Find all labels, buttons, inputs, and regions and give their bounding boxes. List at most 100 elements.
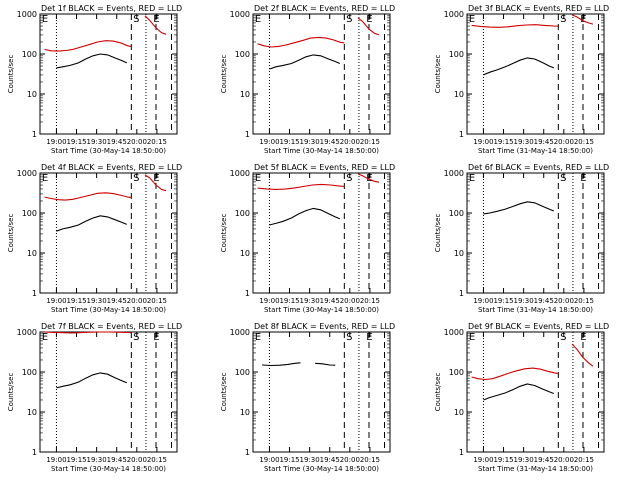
x-tick-label: 19:00 — [259, 297, 279, 305]
y-tick-label: 100 — [22, 368, 37, 377]
x-tick-label: 20:00 — [340, 138, 360, 146]
event-marker-e: E — [366, 332, 372, 343]
event-marker-s: S — [133, 332, 139, 343]
chart-title: Det 9f BLACK = Events, RED = LLD — [468, 322, 609, 331]
y-tick-label: 100 — [22, 209, 37, 218]
chart-title: Det 4f BLACK = Events, RED = LLD — [41, 163, 182, 172]
chart-title: Det 6f BLACK = Events, RED = LLD — [468, 163, 609, 172]
event-marker-e: E — [469, 14, 475, 25]
x-tick-label: 20:15 — [147, 456, 167, 464]
series-line — [144, 15, 167, 35]
x-tick-label: 19:00 — [46, 297, 66, 305]
x-tick-label: 19:45 — [320, 138, 340, 146]
x-tick-label: 20:15 — [574, 138, 594, 146]
event-marker-e: E — [42, 173, 48, 184]
series-line — [571, 14, 594, 25]
x-tick-label: 19:00 — [46, 138, 66, 146]
x-tick-label: 20:15 — [360, 297, 380, 305]
y-tick-label: 1000 — [230, 328, 250, 337]
series-line — [483, 383, 554, 401]
chart-title: Det 5f BLACK = Events, RED = LLD — [254, 163, 395, 172]
series-line — [257, 36, 345, 48]
x-tick-label: 19:45 — [320, 456, 340, 464]
x-tick-label: 19:45 — [534, 456, 554, 464]
x-axis-label: Start Time (30-May-14 18:50:00) — [51, 147, 166, 155]
x-tick-label: 19:30 — [87, 456, 107, 464]
event-marker-e: E — [469, 173, 475, 184]
x-axis-label: Start Time (31-May-14 18:50:00) — [478, 465, 593, 473]
plot-frame — [252, 172, 391, 294]
event-marker-e: E — [366, 173, 372, 184]
y-tick-label: 10 — [454, 90, 464, 99]
x-tick-label: 19:00 — [473, 138, 493, 146]
series-line — [44, 40, 132, 52]
y-tick-label: 1 — [32, 130, 37, 139]
series-line — [44, 192, 132, 201]
x-tick-label: 19:00 — [473, 297, 493, 305]
y-tick-label: 1 — [32, 289, 37, 298]
y-tick-label: 1 — [32, 448, 37, 457]
x-tick-label: 20:00 — [554, 456, 574, 464]
event-marker-e: E — [153, 14, 159, 25]
y-axis-label: Counts/sec — [434, 214, 442, 253]
y-tick-label: 10 — [27, 249, 37, 258]
y-tick-label: 1000 — [444, 169, 464, 178]
series-line — [357, 17, 380, 36]
x-tick-label: 19:00 — [259, 456, 279, 464]
x-tick-label: 20:00 — [127, 138, 147, 146]
series-line — [471, 367, 559, 381]
x-tick-label: 19:30 — [87, 297, 107, 305]
event-marker-s: S — [346, 173, 352, 184]
y-tick-label: 1000 — [444, 328, 464, 337]
event-marker-s: S — [346, 14, 352, 25]
series-line — [269, 207, 341, 226]
chart-panel-6: Det 6f BLACK = Events, RED = LLD 1 10 100 10… — [434, 163, 609, 314]
y-tick-label: 100 — [449, 209, 464, 218]
series-line — [571, 343, 594, 367]
x-tick-label: 19:45 — [534, 297, 554, 305]
chart-title: Det 8f BLACK = Events, RED = LLD — [254, 322, 395, 331]
event-marker-e: E — [255, 332, 261, 343]
y-axis-label: Counts/sec — [7, 373, 15, 412]
chart-panel-1: Det 1f BLACK = Events, RED = LLD 1 10 100 10… — [7, 4, 182, 155]
chart-panel-7: Det 7f BLACK = Events, RED = LLD 1 10 100 10… — [7, 322, 182, 473]
y-tick-label: 1000 — [17, 169, 37, 178]
x-tick-label: 19:30 — [300, 456, 320, 464]
series-line — [357, 173, 380, 183]
chart-panel-3: Det 3f BLACK = Events, RED = LLD 1 10 100 10… — [434, 4, 609, 155]
y-tick-label: 10 — [454, 408, 464, 417]
series-line — [483, 201, 555, 215]
series-line — [315, 362, 336, 366]
x-tick-label: 19:00 — [259, 138, 279, 146]
x-tick-label: 19:30 — [514, 456, 534, 464]
x-tick-label: 19:15 — [279, 456, 299, 464]
y-tick-label: 1000 — [17, 328, 37, 337]
x-tick-label: 20:00 — [554, 138, 574, 146]
y-tick-label: 100 — [235, 209, 250, 218]
x-tick-label: 19:15 — [279, 297, 299, 305]
x-tick-label: 20:00 — [127, 456, 147, 464]
chart-panel-8: Det 8f BLACK = Events, RED = LLD 1 10 100 10… — [220, 322, 395, 473]
y-axis-label: Counts/sec — [7, 55, 15, 94]
event-marker-e: E — [153, 332, 159, 343]
x-tick-label: 19:45 — [107, 297, 127, 305]
chart-title: Det 3f BLACK = Events, RED = LLD — [468, 4, 609, 13]
y-tick-label: 1000 — [444, 10, 464, 19]
y-tick-label: 1000 — [230, 169, 250, 178]
x-tick-label: 20:00 — [127, 297, 147, 305]
series-line — [56, 215, 128, 232]
x-tick-label: 20:00 — [340, 297, 360, 305]
series-line — [269, 54, 341, 70]
x-tick-label: 19:30 — [300, 138, 320, 146]
event-marker-e: E — [580, 14, 586, 25]
chart-panel-5: Det 5f BLACK = Events, RED = LLD 1 10 100 10… — [220, 163, 395, 314]
event-marker-s: S — [133, 14, 139, 25]
chart-panel-4: Det 4f BLACK = Events, RED = LLD 1 10 100 10… — [7, 163, 182, 314]
y-tick-label: 1 — [459, 289, 464, 298]
x-tick-label: 19:45 — [107, 138, 127, 146]
series-line — [44, 331, 132, 334]
y-tick-label: 10 — [240, 408, 250, 417]
y-tick-label: 100 — [235, 368, 250, 377]
